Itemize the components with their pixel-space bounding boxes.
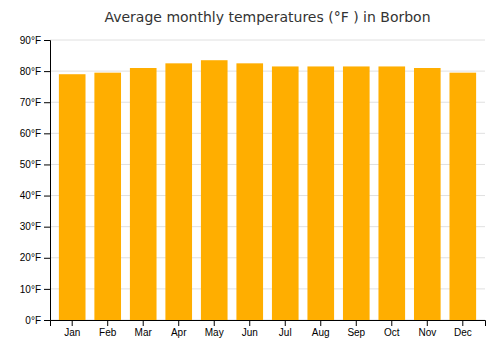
bar xyxy=(59,74,86,320)
x-tick: Aug xyxy=(312,320,330,338)
y-tick-mark xyxy=(44,258,50,259)
x-tick: Sep xyxy=(347,320,365,338)
x-tick-label: Jan xyxy=(64,327,80,338)
y-tick-label: 70°F xyxy=(20,97,41,108)
y-tick-mark xyxy=(44,133,50,134)
bar xyxy=(165,63,192,320)
bar xyxy=(414,68,441,320)
x-tick-mark xyxy=(107,320,108,326)
x-tick-label: Jun xyxy=(242,327,258,338)
y-tick-label: 30°F xyxy=(20,221,41,232)
y-tick-label: 10°F xyxy=(20,284,41,295)
bar xyxy=(378,66,405,320)
y-tick-mark xyxy=(44,289,50,290)
y-axis: 0°F 10°F 20°F 30°F 40°F 50°F 60°F 70°F 80°F 90°F xyxy=(20,35,51,326)
y-tick-label: 20°F xyxy=(20,252,41,263)
x-tick: Jun xyxy=(242,320,258,338)
x-tick-label: Aug xyxy=(312,327,330,338)
bar xyxy=(343,66,370,320)
bar xyxy=(307,66,334,320)
bar xyxy=(236,63,263,320)
x-tick-mark xyxy=(72,320,73,326)
y-tick-label: 50°F xyxy=(20,159,41,170)
x-tick-mark xyxy=(391,320,392,326)
x-tick-label: Dec xyxy=(454,327,472,338)
title: Average monthly temperatures (°F ) in Bo… xyxy=(104,9,430,25)
grid xyxy=(50,40,485,320)
x-tick: Mar xyxy=(135,320,153,338)
x-tick: Oct xyxy=(384,320,400,338)
bar xyxy=(449,73,476,320)
x-tick: Dec xyxy=(454,320,472,338)
y-tick: 10°F xyxy=(20,284,50,295)
chart: 0°F 10°F 20°F 30°F 40°F 50°F 60°F 70°F 80°F 90°F J… xyxy=(0,0,500,350)
x-tick-label: Apr xyxy=(171,327,187,338)
y-tick-mark xyxy=(44,227,50,228)
bars xyxy=(59,60,476,320)
x-tick-mark xyxy=(320,320,321,326)
y-tick-label: 40°F xyxy=(20,190,41,201)
bar xyxy=(130,68,157,320)
x-tick-mark xyxy=(427,320,428,326)
x-tick-mark xyxy=(462,320,463,326)
x-axis-line xyxy=(51,321,486,327)
y-tick: 60°F xyxy=(20,128,50,139)
x-tick: May xyxy=(205,320,224,338)
x-tick-label: Jul xyxy=(279,327,292,338)
y-tick-mark xyxy=(44,196,50,197)
y-tick-mark xyxy=(44,102,50,103)
y-tick: 40°F xyxy=(20,190,50,201)
y-tick-label: 80°F xyxy=(20,66,41,77)
y-tick: 90°F xyxy=(20,35,50,46)
y-tick-label: 0°F xyxy=(25,315,41,326)
bar xyxy=(272,66,299,320)
x-tick-mark xyxy=(178,320,179,326)
y-tick: 30°F xyxy=(20,221,50,232)
bar xyxy=(94,73,121,320)
y-tick-mark xyxy=(44,164,50,165)
y-tick: 20°F xyxy=(20,252,50,263)
x-tick-label: Sep xyxy=(347,327,365,338)
y-tick: 0°F xyxy=(25,315,50,326)
x-tick: Apr xyxy=(171,320,187,338)
x-tick-label: Mar xyxy=(135,327,153,338)
x-axis: Jan Feb Mar Apr May Jun Jul Aug Sep Oct Nov Dec xyxy=(51,320,486,338)
y-tick-label: 60°F xyxy=(20,128,41,139)
y-tick-label: 90°F xyxy=(20,35,41,46)
x-tick-label: Nov xyxy=(418,327,436,338)
x-tick: Nov xyxy=(418,320,436,338)
x-tick-mark xyxy=(249,320,250,326)
y-axis-line xyxy=(44,41,51,321)
x-tick-label: May xyxy=(205,327,224,338)
y-tick-mark xyxy=(44,320,50,321)
y-tick-mark xyxy=(44,71,50,72)
x-tick-mark xyxy=(214,320,215,326)
x-tick-mark xyxy=(143,320,144,326)
x-tick-mark xyxy=(356,320,357,326)
y-tick: 50°F xyxy=(20,159,50,170)
plot: 0°F 10°F 20°F 30°F 40°F 50°F 60°F 70°F 80°F 90°F J… xyxy=(20,35,486,338)
x-tick-mark xyxy=(285,320,286,326)
y-tick: 80°F xyxy=(20,66,50,77)
x-tick: Jan xyxy=(64,320,80,338)
grid-line xyxy=(50,40,485,41)
y-tick-mark xyxy=(44,40,50,41)
bar xyxy=(201,60,228,320)
x-tick-label: Feb xyxy=(99,327,117,338)
x-tick-label: Oct xyxy=(384,327,400,338)
x-tick: Jul xyxy=(279,320,292,338)
x-tick: Feb xyxy=(99,320,117,338)
y-tick: 70°F xyxy=(20,97,50,108)
